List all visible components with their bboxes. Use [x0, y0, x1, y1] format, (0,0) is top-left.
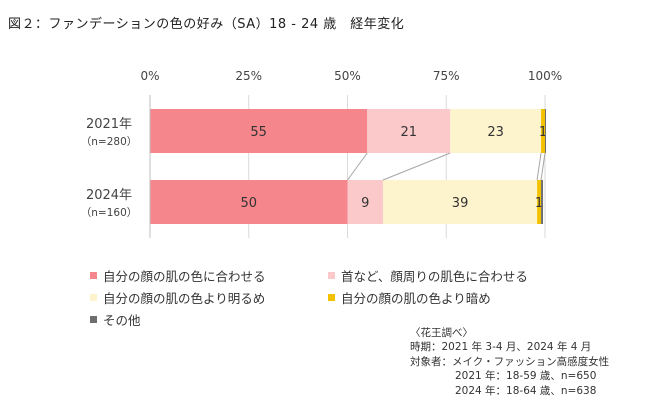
bar-segment [537, 180, 542, 224]
series-connector-line [540, 152, 546, 181]
data-label: 1 [539, 125, 547, 140]
data-label: 9 [361, 196, 369, 211]
note-target: 対象者：メイク・ファッション高感度女性 [410, 355, 610, 368]
legend-swatch [328, 293, 335, 301]
legend-swatch [90, 271, 97, 279]
legend-label: その他 [103, 312, 141, 328]
bar-segment [347, 180, 384, 224]
legend-item-match-neck: 首など、顔周りの肌色に合わせる [328, 266, 528, 285]
legend-item-lighter: 自分の顔の肌の色より明るめ [90, 288, 328, 307]
data-label: 1 [535, 196, 543, 211]
note-sample-2024: 2024 年：18-64 歳、n=638 [455, 384, 597, 397]
legend: 自分の顔の肌の色に合わせる 首など、顔周りの肌色に合わせる 自分の顔の肌の色より… [90, 264, 610, 330]
data-label: 55 [250, 125, 267, 140]
data-label: 50 [240, 196, 257, 211]
x-tick-label: 50% [334, 69, 361, 83]
bar-segment [367, 109, 451, 153]
legend-label: 自分の顔の肌の色より明るめ [103, 290, 266, 306]
bar-segment [450, 109, 542, 153]
category-sample-size: （n=280） [81, 136, 138, 148]
category-sample-size: （n=160） [81, 207, 138, 219]
x-tick-label: 0% [140, 69, 159, 83]
series-connector-line [536, 152, 542, 181]
x-tick-label: 100% [528, 69, 562, 83]
series-connector-line [347, 152, 368, 181]
category-label: 2021年 [86, 117, 132, 132]
legend-swatch [90, 315, 97, 323]
bar-segment [541, 109, 545, 153]
source-note: 〈花王調べ〉 時期：2021 年 3-4 月、2024 年 4 月 対象者：メイ… [410, 326, 609, 398]
legend-label: 自分の顔の肌の色より暗め [341, 290, 491, 306]
stacked-bar-chart: 0% 25% 50% 75% 100% 2021年 （n=280） 2024年 （n=160） 5… [81, 69, 562, 238]
legend-label: 自分の顔の肌の色に合わせる [103, 268, 266, 284]
legend-item-match-face: 自分の顔の肌の色に合わせる [90, 266, 328, 285]
bar-segment [150, 180, 348, 224]
bar-segment [383, 180, 538, 224]
legend-swatch [90, 293, 97, 301]
legend-label: 首など、顔周りの肌色に合わせる [341, 268, 528, 284]
legend-item-darker: 自分の顔の肌の色より暗め [328, 288, 491, 307]
bar-segment [541, 180, 544, 224]
legend-swatch [328, 271, 335, 279]
x-tick-label: 75% [433, 69, 460, 83]
series-connector-line [382, 152, 451, 181]
bar-segment [545, 109, 546, 153]
legend-item-other: その他 [90, 310, 328, 329]
x-tick-label: 25% [235, 69, 262, 83]
legend-row: 自分の顔の肌の色より明るめ 自分の顔の肌の色より暗め [90, 286, 610, 308]
legend-row: その他 [90, 308, 610, 330]
data-label: 39 [452, 196, 469, 211]
data-label: 21 [400, 125, 417, 140]
legend-row: 自分の顔の肌の色に合わせる 首など、顔周りの肌色に合わせる [90, 264, 610, 286]
category-label: 2024年 [86, 188, 132, 203]
bar-segment [150, 109, 368, 153]
chart-title: 図２：ファンデーションの色の好み（SA）18 - 24 歳 経年変化 [8, 17, 405, 32]
note-source: 〈花王調べ〉 [410, 327, 473, 339]
data-label: 23 [487, 125, 504, 140]
note-sample-2021: 2021 年：18-59 歳、n=650 [455, 370, 597, 383]
note-period: 時期：2021 年 3-4 月、2024 年 4 月 [410, 341, 592, 354]
